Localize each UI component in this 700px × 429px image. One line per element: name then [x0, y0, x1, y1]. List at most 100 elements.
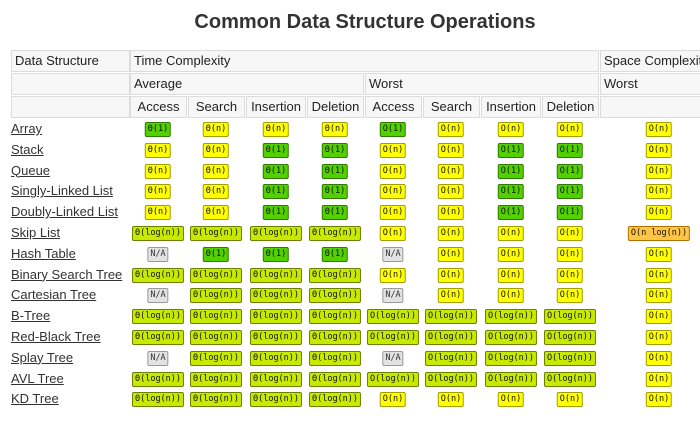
complexity-badge: Θ(log(n)) [189, 350, 243, 366]
complexity-badge: O(log(n)) [424, 330, 478, 345]
complexity-badge: Θ(1) [321, 205, 349, 221]
complexity-badge: Θ(log(n)) [308, 330, 362, 345]
complexity-badge: Θ(log(n)) [249, 288, 303, 304]
complexity-badge: O(n) [437, 184, 465, 200]
complexity-badge: O(log(n)) [484, 371, 538, 387]
complexity-badge: Θ(1) [262, 205, 290, 221]
row-label-link[interactable]: Doubly-Linked List [11, 204, 118, 220]
row-label-link[interactable]: Hash Table [11, 245, 76, 261]
complexity-badge: Θ(1) [144, 122, 172, 137]
row-label-link[interactable]: Singly-Linked List [11, 183, 113, 199]
complexity-badge: O(n) [497, 267, 525, 283]
complexity-badge: Θ(log(n)) [308, 267, 362, 283]
complexity-badge: Θ(log(n)) [189, 371, 243, 387]
row-label-link[interactable]: KD Tree [11, 391, 59, 407]
space-complexity-badge: O(n) [645, 309, 673, 325]
row-label-link[interactable]: Queue [11, 162, 51, 178]
complexity-badge: O(log(n)) [366, 309, 420, 325]
complexity-badge: Θ(log(n)) [249, 330, 303, 345]
complexity-badge: Θ(1) [321, 246, 349, 262]
complexity-badge: Θ(n) [144, 163, 172, 179]
complexity-badge: O(n) [437, 267, 465, 283]
complexity-badge: O(n) [556, 392, 584, 408]
header-col-access-worst: Access [365, 96, 422, 118]
header-col-deletion-avg: Deletion [307, 96, 364, 118]
complexity-badge: Θ(log(n)) [249, 267, 303, 283]
complexity-badge: O(n) [556, 226, 584, 241]
complexity-badge: O(log(n)) [484, 330, 538, 345]
complexity-badge: Θ(log(n)) [308, 392, 362, 408]
complexity-badge: O(n) [379, 392, 407, 408]
complexity-badge: N/A [382, 246, 404, 262]
complexity-badge: Θ(n) [321, 122, 349, 137]
space-complexity-badge: O(n) [645, 267, 673, 283]
complexity-badge: O(n) [379, 205, 407, 221]
complexity-badge: Θ(1) [262, 163, 290, 179]
row-label-link[interactable]: AVL Tree [11, 370, 64, 386]
complexity-badge: O(n) [556, 288, 584, 304]
complexity-badge: Θ(n) [144, 142, 172, 158]
complexity-badge: O(n) [437, 205, 465, 221]
complexity-badge: O(n) [497, 392, 525, 408]
complexity-badge: O(n) [497, 122, 525, 137]
complexity-badge: Θ(n) [202, 184, 230, 200]
complexity-badge: N/A [147, 288, 169, 304]
complexity-badge: O(log(n)) [424, 371, 478, 387]
complexity-badge: Θ(n) [144, 205, 172, 221]
complexity-badge: Θ(1) [321, 163, 349, 179]
complexity-badge: O(n) [437, 163, 465, 179]
header-worst: Worst [365, 73, 599, 95]
complexity-badge: O(log(n)) [366, 330, 420, 345]
complexity-badge: Θ(1) [202, 246, 230, 262]
complexity-badge: Θ(log(n)) [189, 309, 243, 325]
complexity-badge: O(1) [556, 205, 584, 221]
complexity-badge: O(n) [497, 226, 525, 241]
header-space-complexity: Space Complexity [600, 50, 700, 72]
header-col-deletion-worst: Deletion [542, 96, 599, 118]
complexity-badge: N/A [147, 246, 169, 262]
complexity-badge: Θ(log(n)) [249, 309, 303, 325]
page-title: Common Data Structure Operations [194, 11, 536, 33]
complexity-badge: O(n) [437, 288, 465, 304]
row-label-link[interactable]: Red-Black Tree [11, 329, 101, 344]
row-label-link[interactable]: B-Tree [11, 308, 51, 324]
space-complexity-badge: O(n) [645, 392, 673, 408]
complexity-badge: Θ(n) [144, 184, 172, 200]
header-col-access-avg: Access [130, 96, 187, 118]
complexity-badge: Θ(n) [202, 122, 230, 137]
complexity-badge: O(log(n)) [366, 371, 420, 387]
header-blank-space [600, 96, 700, 118]
row-label-link[interactable]: Array [11, 121, 43, 136]
header-blank-2 [11, 73, 130, 95]
row-label-link[interactable]: Binary Search Tree [11, 266, 123, 282]
complexity-badge: Θ(log(n)) [131, 226, 185, 241]
complexity-badge: O(n) [437, 142, 465, 158]
complexity-badge: Θ(1) [321, 184, 349, 200]
row-label-link[interactable]: Stack [11, 141, 44, 157]
complexity-badge: O(log(n)) [543, 350, 597, 366]
complexity-badge: Θ(log(n)) [131, 309, 185, 325]
space-complexity-badge: O(n) [645, 288, 673, 304]
complexity-badge: O(n) [556, 246, 584, 262]
row-label-link[interactable]: Splay Tree [11, 349, 74, 365]
space-complexity-badge: O(n log(n)) [627, 226, 691, 241]
header-col-insertion-worst: Insertion [481, 96, 541, 118]
complexity-badge: O(1) [556, 163, 584, 179]
complexity-badge: Θ(log(n)) [308, 371, 362, 387]
header-space-worst: Worst [600, 73, 700, 95]
complexity-badge: N/A [382, 288, 404, 304]
complexity-badge: O(log(n)) [484, 309, 538, 325]
space-complexity-badge: O(n) [645, 163, 673, 179]
complexity-badge: O(1) [379, 122, 407, 137]
header-col-insertion-avg: Insertion [246, 96, 306, 118]
complexity-badge: Θ(n) [262, 122, 290, 137]
complexity-badge: O(n) [556, 267, 584, 283]
complexity-badge: O(n) [497, 288, 525, 304]
complexity-badge: N/A [147, 350, 169, 366]
row-label-link[interactable]: Cartesian Tree [11, 287, 97, 303]
header-time-complexity: Time Complexity [130, 50, 599, 72]
complexity-badge: O(log(n)) [543, 330, 597, 345]
complexity-badge: Θ(log(n)) [189, 392, 243, 408]
complexity-badge: Θ(log(n)) [189, 267, 243, 283]
row-label-link[interactable]: Skip List [11, 225, 61, 240]
